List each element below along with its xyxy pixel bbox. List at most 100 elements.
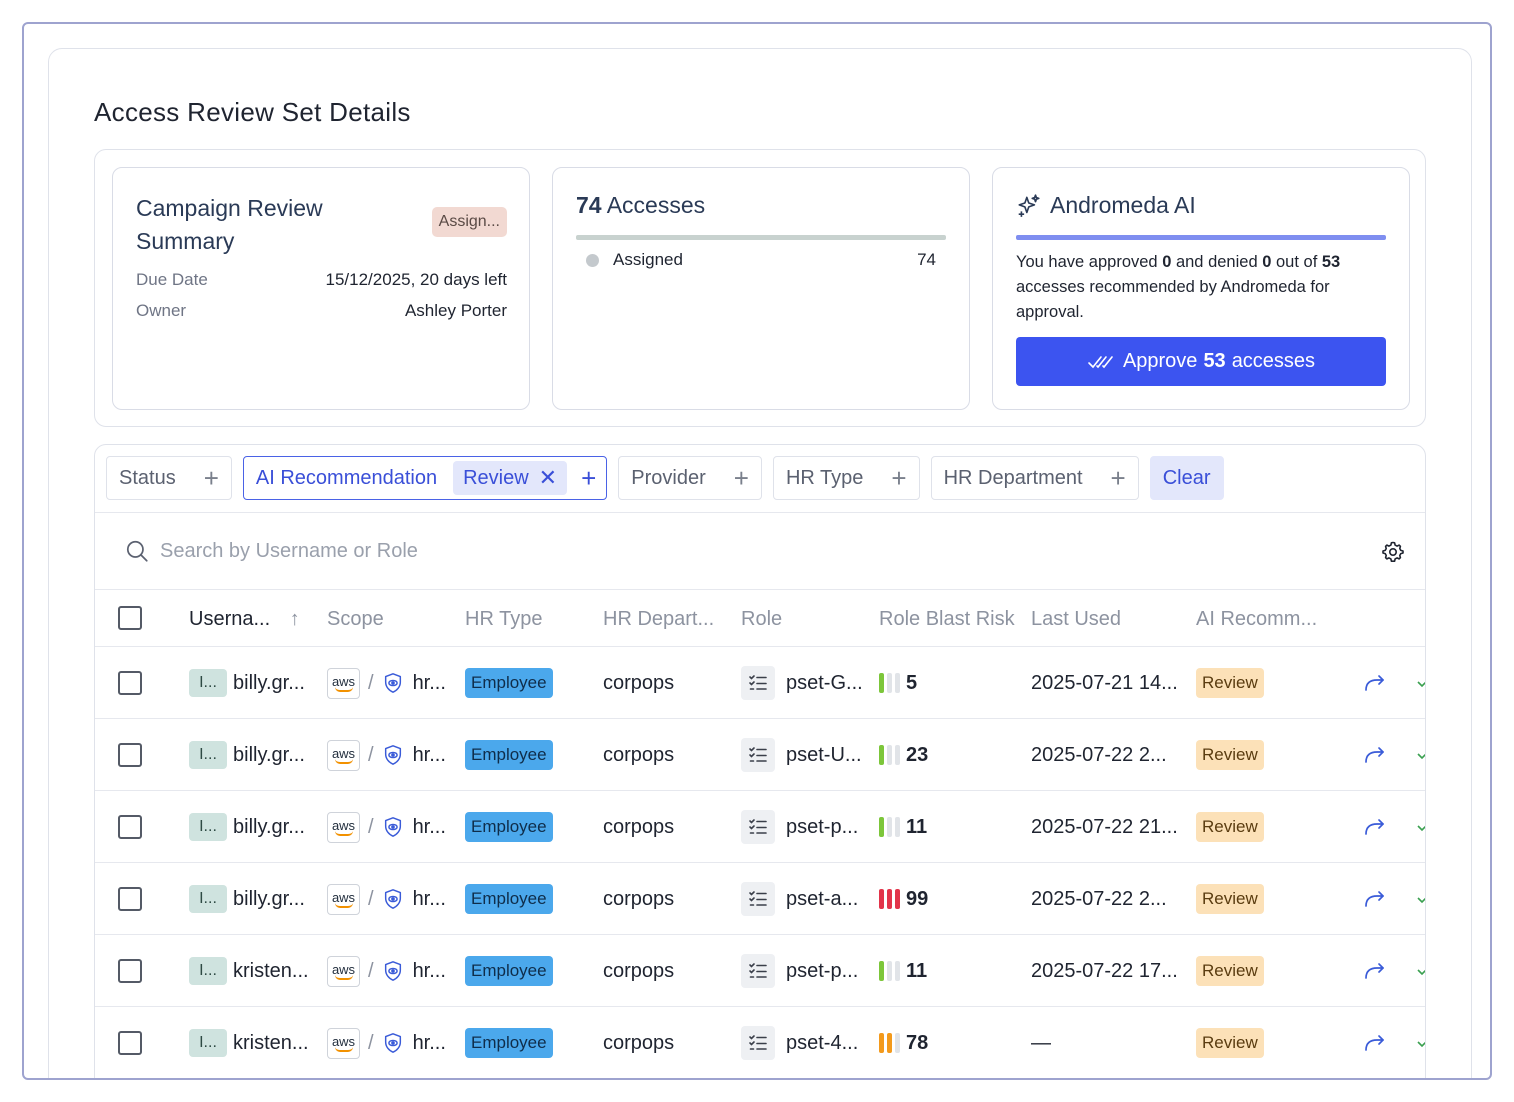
avatar: I... [189, 1029, 227, 1057]
column-scope[interactable]: Scope [327, 608, 384, 630]
plus-icon: + [733, 463, 749, 493]
filter-hr-department[interactable]: HR Department + [930, 456, 1139, 500]
forward-arrow-icon[interactable] [1363, 816, 1387, 838]
aws-logo-icon: aws [327, 955, 360, 987]
scope-value: hr... [412, 743, 446, 766]
row-checkbox[interactable] [118, 959, 142, 983]
column-hr-department[interactable]: HR Depart... [603, 608, 715, 630]
assigned-legend: Assigned 74 [586, 250, 936, 270]
accesses-label: Accesses [606, 192, 706, 218]
table-row[interactable]: I... billy.gr... aws / hr... Employee co… [95, 863, 1425, 935]
risk-level-bars [879, 673, 900, 693]
due-date-row: Due Date 15/12/2025, 20 days left [136, 270, 507, 290]
aws-logo-icon: aws [327, 739, 360, 771]
chevron-down-icon[interactable] [1415, 1036, 1426, 1050]
username[interactable]: kristen... [233, 1031, 309, 1054]
search-row [95, 512, 1425, 590]
forward-arrow-icon[interactable] [1363, 960, 1387, 982]
scope-separator: / [368, 671, 374, 694]
gear-icon[interactable] [1381, 540, 1405, 564]
select-all-checkbox[interactable] [118, 606, 142, 630]
accesses-count: 74 [576, 192, 602, 218]
due-date-label: Due Date [136, 270, 208, 289]
column-username[interactable]: Userna... ↑ [189, 608, 300, 630]
last-used: 2025-07-22 21... [1031, 815, 1178, 838]
forward-arrow-icon[interactable] [1363, 888, 1387, 910]
search-input[interactable] [160, 539, 760, 563]
avatar: I... [189, 885, 227, 913]
column-role-blast-risk[interactable]: Role Blast Risk [879, 608, 1015, 630]
table-row[interactable]: I... billy.gr... aws / hr... Employee co… [95, 791, 1425, 863]
column-last-used[interactable]: Last Used [1031, 608, 1122, 630]
role-name[interactable]: pset-4... [786, 1031, 859, 1054]
hr-type-badge: Employee [465, 1028, 553, 1058]
risk-level-bars [879, 745, 900, 765]
aws-logo-icon: aws [327, 1027, 360, 1059]
table-row[interactable]: I... kristen... aws / hr... Employee cor… [95, 1007, 1426, 1078]
checklist-icon [741, 666, 775, 700]
role-name[interactable]: pset-p... [786, 815, 859, 838]
clear-filters-button[interactable]: Clear [1149, 456, 1224, 500]
scope-value: hr... [412, 671, 446, 694]
chevron-down-icon[interactable] [1415, 748, 1426, 762]
column-ai-recommendation[interactable]: AI Recomm... [1196, 608, 1318, 630]
username[interactable]: billy.gr... [233, 887, 305, 910]
username[interactable]: kristen... [233, 959, 309, 982]
risk-score: 11 [906, 959, 928, 982]
role-name[interactable]: pset-U... [786, 743, 862, 766]
approve-button-suffix: accesses [1231, 350, 1316, 372]
username[interactable]: billy.gr... [233, 815, 305, 838]
filter-value-chip: Review ✕ [453, 461, 568, 495]
chevron-down-icon[interactable] [1415, 820, 1426, 834]
forward-arrow-icon[interactable] [1363, 744, 1387, 766]
plus-icon[interactable]: + [581, 463, 597, 493]
risk-level-bars [879, 889, 900, 909]
role-name[interactable]: pset-G... [786, 671, 863, 694]
filter-provider[interactable]: Provider + [618, 456, 762, 500]
chevron-down-icon[interactable] [1415, 892, 1426, 906]
shield-eye-icon [384, 1033, 401, 1053]
checklist-icon [741, 882, 775, 916]
ai-card-title: Andromeda AI [1050, 192, 1196, 218]
role-name[interactable]: pset-a... [786, 887, 859, 910]
scope-value: hr... [412, 815, 446, 838]
chevron-down-icon[interactable] [1415, 964, 1426, 978]
scope-value: hr... [412, 959, 446, 982]
forward-arrow-icon[interactable] [1363, 672, 1387, 694]
assigned-dot [586, 253, 599, 267]
hr-department: corpops [603, 815, 675, 838]
risk-level-bars [879, 961, 900, 981]
row-checkbox[interactable] [118, 1031, 142, 1055]
table-row[interactable]: I... kristen... aws / hr... Employee cor… [95, 935, 1425, 1007]
approve-accesses-button[interactable]: Approve 53 accesses [1016, 337, 1386, 386]
filter-status[interactable]: Status + [106, 456, 232, 500]
forward-arrow-icon[interactable] [1363, 1032, 1387, 1054]
close-icon[interactable]: ✕ [538, 465, 558, 490]
filter-bar: Status + AI Recommendation Review ✕ + Pro… [106, 456, 1224, 500]
hr-type-badge: Employee [465, 884, 553, 914]
row-checkbox[interactable] [118, 887, 142, 911]
table-row[interactable]: I... billy.gr... aws / hr... Employee co… [95, 647, 1425, 719]
scope-separator: / [368, 959, 374, 982]
hr-department: corpops [603, 743, 675, 766]
column-role[interactable]: Role [741, 608, 783, 630]
ai-card-header: Andromeda AI [1016, 192, 1196, 219]
last-used: 2025-07-22 2... [1031, 743, 1167, 766]
aws-logo-icon: aws [327, 883, 360, 915]
username[interactable]: billy.gr... [233, 671, 305, 694]
hr-type-badge: Employee [465, 812, 553, 842]
row-checkbox[interactable] [118, 671, 142, 695]
row-checkbox[interactable] [118, 743, 142, 767]
risk-level-bars [879, 1033, 900, 1053]
row-checkbox[interactable] [118, 815, 142, 839]
last-used: 2025-07-22 17... [1031, 959, 1178, 982]
search-icon [126, 540, 148, 562]
filter-ai-recommendation[interactable]: AI Recommendation Review ✕ + [242, 456, 608, 500]
ai-recommendation-badge: Review [1196, 956, 1264, 986]
column-hr-type[interactable]: HR Type [465, 608, 543, 630]
table-row[interactable]: I... billy.gr... aws / hr... Employee co… [95, 719, 1425, 791]
chevron-down-icon[interactable] [1415, 676, 1426, 690]
filter-hr-type[interactable]: HR Type + [772, 456, 920, 500]
username[interactable]: billy.gr... [233, 743, 305, 766]
role-name[interactable]: pset-p... [786, 959, 859, 982]
